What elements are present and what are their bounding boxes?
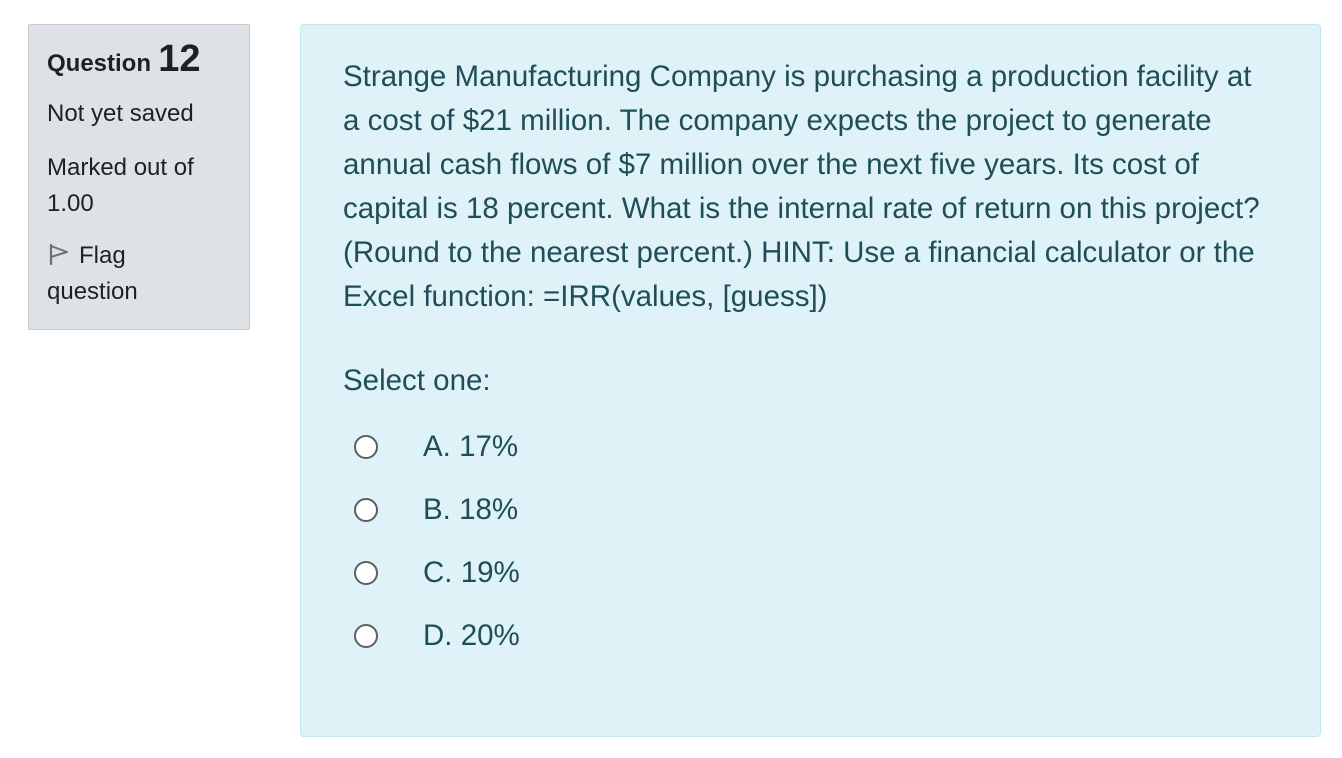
answer-option-c[interactable]: C. 19% — [343, 541, 1278, 604]
question-text: Strange Manufacturing Company is purchas… — [343, 60, 1260, 313]
question-info-panel: Question 12 Not yet saved Marked out of … — [28, 24, 250, 330]
flag-label-2: question — [47, 278, 138, 305]
radio-button-a[interactable] — [354, 434, 378, 459]
answer-list: A. 17% B. 18% C. 19% D. 20% — [343, 415, 1278, 667]
answer-option-b[interactable]: B. 18% — [343, 478, 1278, 541]
answer-option-d[interactable]: D. 20% — [343, 604, 1278, 667]
question-content: Strange Manufacturing Company is purchas… — [300, 24, 1321, 737]
answer-label-a[interactable]: A. 17% — [423, 429, 519, 463]
grade-label: Marked out of — [47, 154, 194, 181]
answer-label-b[interactable]: B. 18% — [423, 492, 519, 526]
flag-icon — [47, 241, 73, 267]
question-number: 12 — [158, 38, 201, 80]
radio-button-d[interactable] — [354, 623, 378, 648]
answer-label-d[interactable]: D. 20% — [423, 618, 520, 652]
grade-value: 1.00 — [47, 190, 94, 217]
flag-label: Flag — [79, 242, 126, 269]
question-word: Question — [47, 50, 152, 77]
answer-option-a[interactable]: A. 17% — [343, 415, 1278, 478]
answer-label-c[interactable]: C. 19% — [423, 555, 520, 589]
question-grade: Marked out of 1.00 — [47, 150, 231, 222]
question-state: Not yet saved — [47, 100, 194, 127]
select-prompt: Select one: — [343, 364, 491, 397]
radio-button-b[interactable] — [354, 497, 378, 522]
flag-question-link[interactable]: Flag question — [47, 238, 231, 310]
radio-button-c[interactable] — [354, 560, 378, 585]
question-number-heading: Question 12 — [47, 38, 231, 82]
